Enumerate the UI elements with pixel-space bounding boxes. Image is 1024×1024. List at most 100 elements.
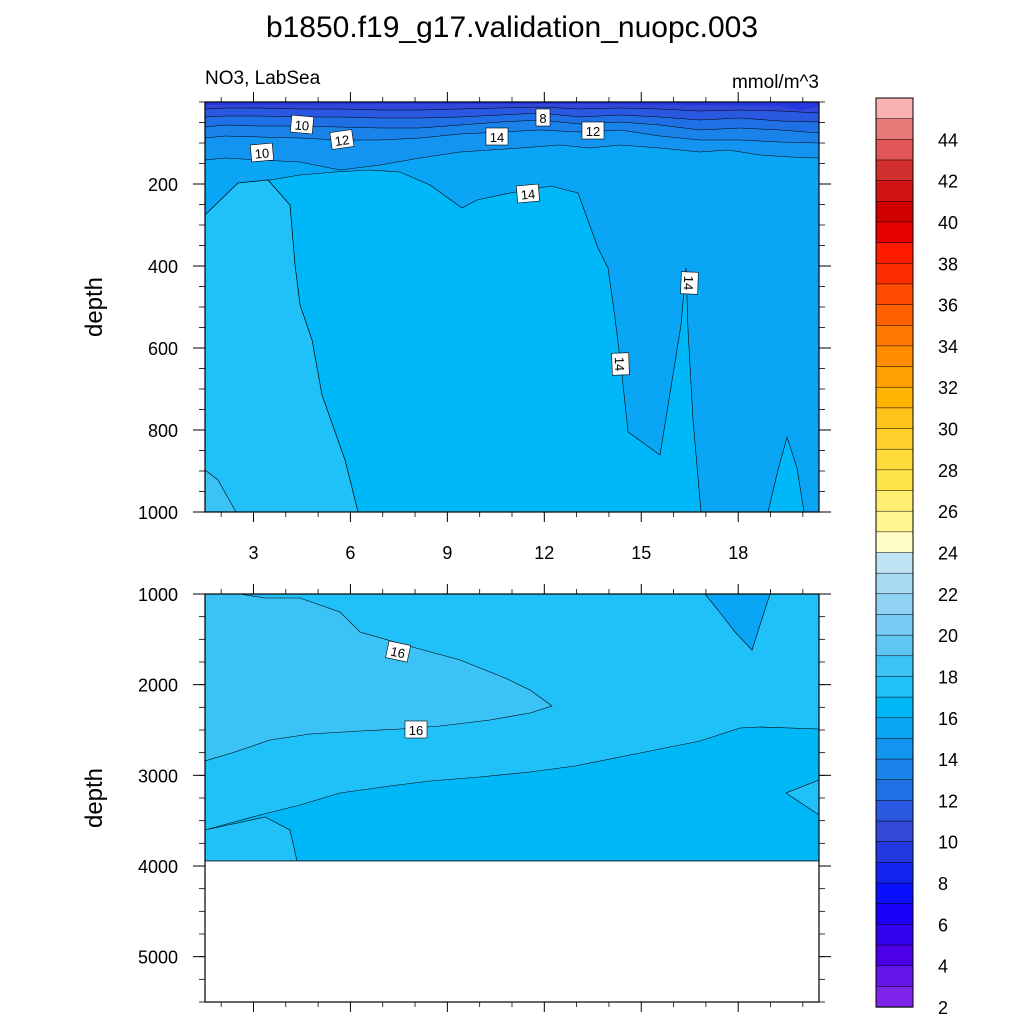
colorbar-label: 30 (938, 420, 958, 440)
y-tick-label: 200 (148, 175, 178, 195)
y-tick-label: 600 (148, 339, 178, 359)
colorbar-swatch (875, 304, 914, 326)
svg-text:10: 10 (254, 145, 270, 161)
contour-label: 16 (404, 720, 428, 739)
upper-axes: 3 6 9 12 15 18 200 400 600 800 1000 (138, 92, 831, 563)
colorbar-swatch (875, 924, 914, 946)
x-tick-label: 12 (534, 543, 554, 563)
svg-text:16: 16 (389, 644, 406, 662)
colorbar-label: 28 (938, 461, 958, 481)
colorbar-swatch (875, 97, 914, 120)
colorbar-label: 20 (938, 626, 958, 646)
colorbar-swatch (875, 221, 914, 244)
upper-contour-labels: 10 12 14 8 12 10 14 14 14 (249, 108, 699, 376)
colorbar-swatch (875, 118, 914, 140)
colorbar-label: 10 (938, 833, 958, 853)
contour-label: 14 (515, 183, 540, 204)
lower-contour-fill (205, 594, 819, 1002)
contour-label: 12 (581, 121, 605, 140)
svg-text:12: 12 (586, 124, 600, 139)
svg-text:14: 14 (681, 275, 696, 290)
contour-label: 8 (535, 108, 551, 127)
colorbar-swatch (875, 717, 914, 740)
colorbar-swatch (875, 800, 914, 822)
colorbar-swatch (875, 634, 914, 657)
colorbar-swatch (875, 531, 914, 554)
y-tick-label: 1000 (138, 503, 178, 523)
contour-label: 16 (385, 640, 411, 663)
colorbar-swatch (875, 614, 914, 636)
colorbar-label: 14 (938, 750, 958, 770)
contour-label: 14 (680, 271, 699, 295)
units-label: mmol/m^3 (732, 72, 819, 93)
lower-region-16-17 (205, 594, 553, 762)
contour-label: 12 (329, 129, 355, 150)
contour-label: 10 (290, 114, 315, 135)
y-tick-label: 400 (148, 257, 178, 277)
contour-label: 14 (611, 352, 630, 376)
colorbar-swatch (875, 944, 914, 967)
colorbar-label: 22 (938, 585, 958, 605)
colorbar-label: 44 (938, 130, 958, 150)
colorbar-label: 4 (938, 957, 948, 977)
colorbar-swatch (875, 965, 914, 987)
y-tick-label: 1000 (138, 585, 178, 605)
x-tick-label: 9 (442, 543, 452, 563)
colorbar-swatch (875, 448, 914, 471)
colorbar-swatch (875, 510, 914, 533)
colorbar-swatch (875, 490, 914, 512)
y-tick-label: 4000 (138, 857, 178, 877)
colorbar-swatch (875, 428, 914, 450)
colorbar-swatch (875, 903, 914, 926)
colorbar-label: 18 (938, 667, 958, 687)
lower-y-axis-title: depth (81, 768, 108, 828)
colorbar-swatch (875, 593, 914, 616)
colorbar-swatch (875, 779, 914, 802)
upper-region-15-16 (205, 179, 359, 512)
colorbar-label: 32 (938, 378, 958, 398)
colorbar-swatch (875, 882, 914, 905)
colorbar-label: 38 (938, 254, 958, 274)
upper-panel: NO3, LabSea mmol/m^3 10 12 14 8 12 10 14 14 14 3… (81, 68, 831, 563)
colorbar-label: 2 (938, 998, 948, 1018)
colorbar-label: 42 (938, 172, 958, 192)
x-tick-label: 18 (728, 543, 748, 563)
y-tick-label: 5000 (138, 948, 178, 968)
variable-label: NO3, LabSea (205, 68, 321, 89)
lower-axes: 1000 2000 3000 4000 5000 (138, 584, 831, 1012)
colorbar-swatch (875, 283, 914, 306)
contour-label: 14 (485, 127, 509, 146)
svg-text:12: 12 (334, 132, 350, 149)
colorbar-swatch (875, 159, 914, 182)
colorbar-swatch (875, 386, 914, 409)
colorbar-swatch (875, 986, 914, 1008)
colorbar-swatch (875, 552, 914, 574)
x-tick-label: 15 (631, 543, 651, 563)
colorbar-swatch (875, 676, 914, 698)
colorbar-label: 6 (938, 915, 948, 935)
colorbar-swatch (875, 139, 914, 161)
colorbar-swatch (875, 758, 914, 781)
colorbar-swatch (875, 696, 914, 719)
svg-text:10: 10 (294, 117, 310, 133)
svg-text:14: 14 (612, 357, 627, 372)
colorbar-label: 24 (938, 544, 958, 564)
chart-title: b1850.f19_g17.validation_nuopc.003 (266, 11, 758, 44)
colorbar-swatch (875, 469, 914, 492)
svg-text:14: 14 (490, 130, 504, 145)
contour-label: 10 (249, 142, 274, 163)
colorbar-swatch (875, 263, 914, 285)
y-tick-label: 800 (148, 421, 178, 441)
colorbar-swatch (875, 180, 914, 202)
y-tick-label: 3000 (138, 766, 178, 786)
colorbar-label: 16 (938, 709, 958, 729)
colorbar-label: 12 (938, 791, 958, 811)
colorbar-swatch (875, 862, 914, 884)
colorbar-swatch (875, 366, 914, 388)
svg-text:16: 16 (409, 723, 423, 738)
colorbar-swatch (875, 820, 914, 843)
svg-text:14: 14 (520, 186, 536, 202)
